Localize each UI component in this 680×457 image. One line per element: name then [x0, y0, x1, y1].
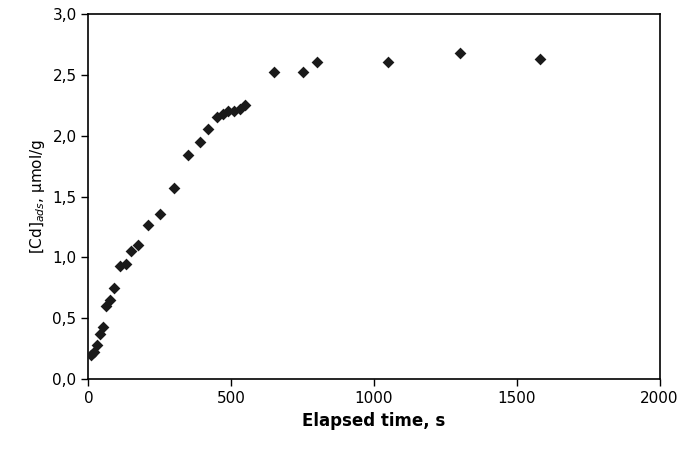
Point: [133, 242, 144, 249]
Point: [114, 262, 125, 270]
Point: [235, 105, 245, 112]
Point: [109, 284, 120, 292]
Point: [203, 126, 214, 133]
Point: [311, 59, 322, 66]
Point: [211, 114, 222, 121]
Point: [100, 303, 111, 310]
Point: [95, 330, 105, 338]
Point: [105, 297, 116, 304]
Point: [240, 101, 251, 109]
Point: [92, 341, 103, 349]
Point: [454, 49, 465, 56]
X-axis label: Elapsed time, s: Elapsed time, s: [303, 412, 445, 430]
Point: [297, 69, 308, 76]
Point: [383, 59, 394, 66]
Point: [228, 107, 239, 115]
Point: [86, 351, 97, 359]
Y-axis label: [Cd]$_{ads}$, μmol/g: [Cd]$_{ads}$, μmol/g: [28, 139, 47, 254]
Point: [194, 138, 205, 145]
Point: [97, 323, 108, 330]
Point: [217, 110, 228, 117]
Point: [143, 221, 154, 228]
Point: [169, 184, 180, 191]
Point: [534, 55, 545, 63]
Point: [120, 260, 131, 267]
Point: [183, 151, 194, 159]
Point: [269, 69, 279, 76]
Point: [223, 107, 234, 115]
Point: [88, 349, 99, 356]
Point: [154, 210, 165, 217]
Point: [126, 248, 137, 255]
